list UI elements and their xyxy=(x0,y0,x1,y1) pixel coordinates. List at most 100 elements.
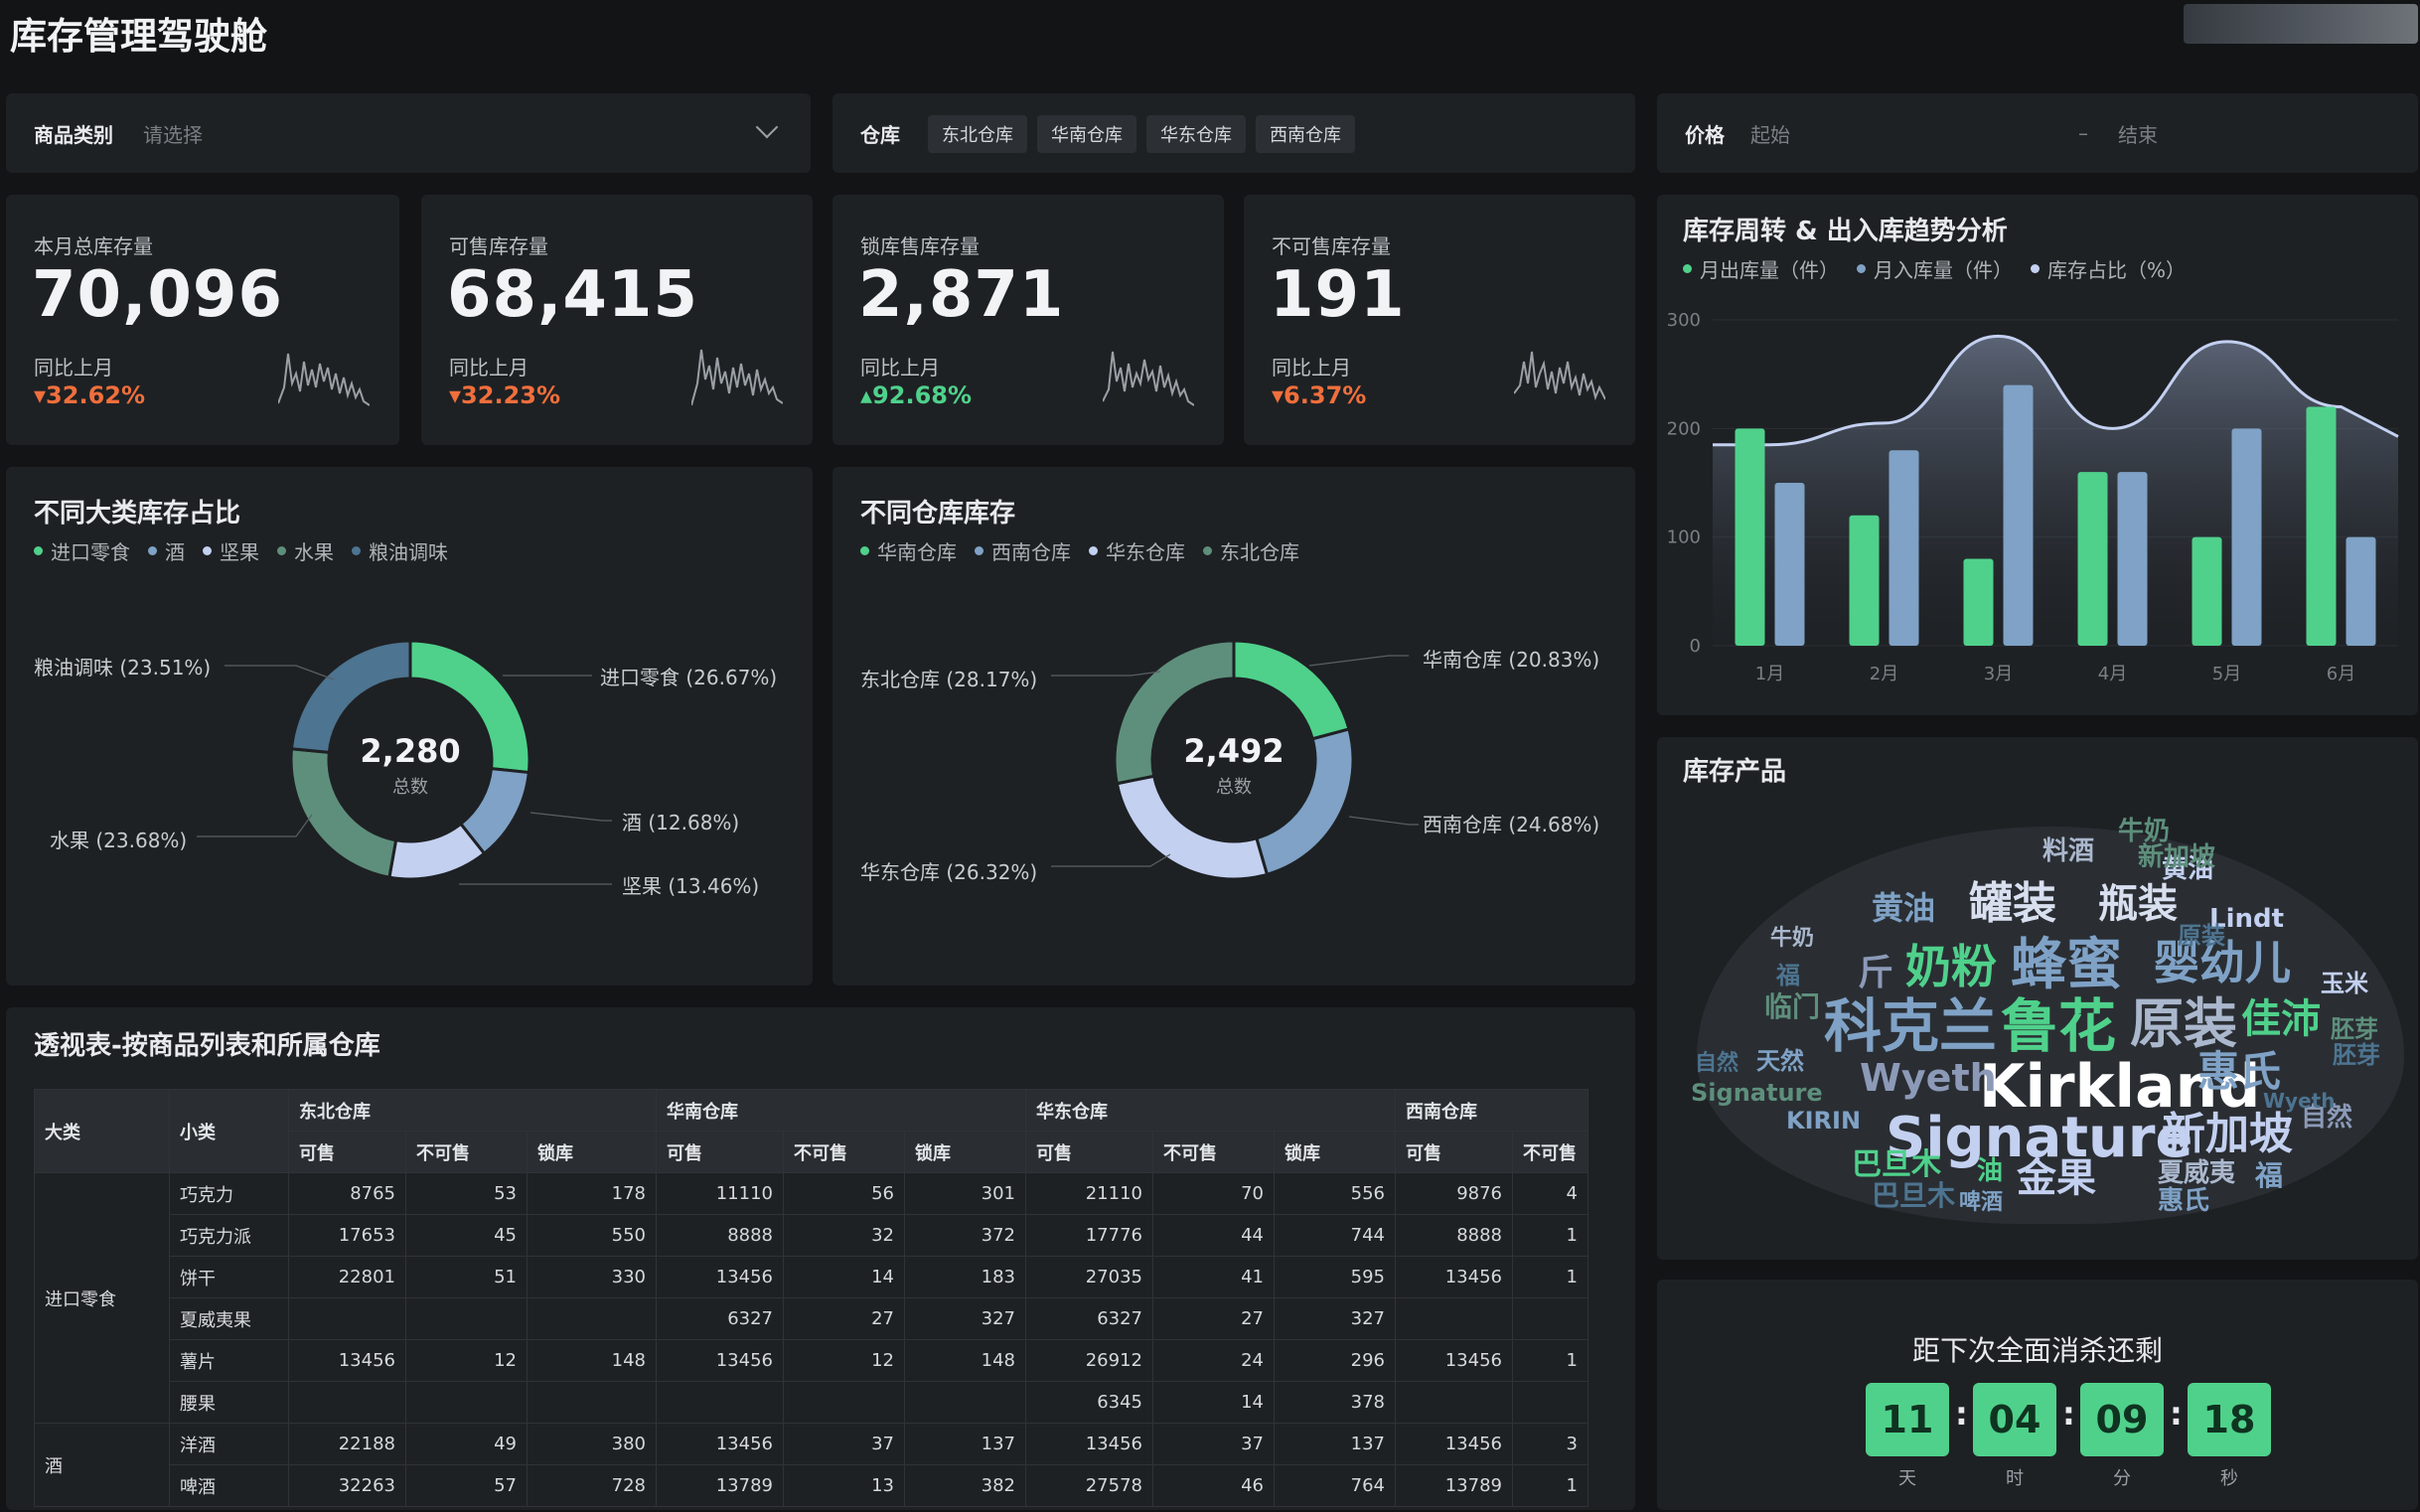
column-group-header[interactable]: 西南仓库 xyxy=(1395,1089,1588,1132)
donut-slice-4[interactable] xyxy=(1113,639,1236,786)
word[interactable]: 奶粉 xyxy=(1905,940,1997,993)
category-filter[interactable]: 商品类别 请选择 xyxy=(6,93,811,173)
word[interactable]: 新加坡 xyxy=(2138,842,2216,872)
bar-outbound[interactable] xyxy=(2306,406,2337,646)
word[interactable]: 科克兰 xyxy=(1824,992,1998,1060)
column-group-header[interactable]: 华东仓库 xyxy=(1025,1089,1396,1132)
table-row[interactable]: 巧克力派 17653 45 550 8888 32 372 17776 44 744 8888 1 xyxy=(35,1214,1588,1257)
bar-outbound[interactable] xyxy=(1735,428,1765,646)
bar-outbound[interactable] xyxy=(2192,536,2222,646)
legend-item[interactable]: 进口零食 xyxy=(34,536,130,565)
word[interactable]: 福 xyxy=(2255,1159,2284,1192)
bar-inbound[interactable] xyxy=(2117,472,2148,646)
word[interactable]: Wyeth xyxy=(2263,1089,2336,1113)
column-header[interactable]: 不可售 xyxy=(1152,1131,1275,1173)
column-header[interactable]: 可售 xyxy=(1395,1131,1513,1173)
legend-item[interactable]: 水果 xyxy=(277,536,334,565)
warehouse-tag[interactable]: 华南仓库 xyxy=(1037,115,1136,153)
table-row[interactable]: 腰果 6345 14 378 xyxy=(35,1381,1588,1424)
word[interactable]: 瓶装 xyxy=(2098,881,2178,927)
word[interactable]: 天然 xyxy=(1756,1047,1804,1075)
bar-outbound[interactable] xyxy=(1963,558,1994,646)
table-row[interactable]: 饼干 22801 51 330 13456 14 183 27035 41 595 13456 1 xyxy=(35,1256,1588,1298)
category-select-placeholder[interactable]: 请选择 xyxy=(143,122,203,147)
word[interactable]: 啤酒 xyxy=(1959,1190,2004,1215)
word[interactable]: 惠氏 xyxy=(2197,1047,2282,1096)
bar-inbound[interactable] xyxy=(1889,450,1919,646)
word[interactable]: 原装 xyxy=(2178,922,2225,950)
word[interactable]: 黄油 xyxy=(2162,854,2214,884)
bar-inbound[interactable] xyxy=(2003,384,2034,646)
legend-item[interactable]: 酒 xyxy=(148,536,185,565)
word[interactable]: 胚芽 xyxy=(2331,1015,2378,1043)
word[interactable]: 临门 xyxy=(1764,990,1821,1023)
column-header[interactable]: 不可售 xyxy=(405,1131,528,1173)
word[interactable]: KIRIN xyxy=(1786,1107,1862,1134)
bar-outbound[interactable] xyxy=(2077,472,2108,646)
donut-slice-1[interactable] xyxy=(1232,639,1351,741)
word[interactable]: 蜂蜜 xyxy=(2011,933,2122,997)
word[interactable]: 自然 xyxy=(1695,1051,1739,1076)
word[interactable]: 牛奶 xyxy=(2118,817,2171,846)
word[interactable]: 玉米 xyxy=(2321,970,2368,997)
word[interactable]: 新加坡 xyxy=(2162,1109,2293,1159)
legend-item[interactable]: 华东仓库 xyxy=(1089,536,1185,565)
legend-item[interactable]: 月出库量（件） xyxy=(1683,254,1839,283)
column-header[interactable]: 锁库 xyxy=(904,1131,1026,1173)
word[interactable]: 鲁花 xyxy=(2001,992,2117,1060)
word[interactable]: 巴旦木 xyxy=(1852,1147,1941,1182)
word[interactable]: Kirkland xyxy=(1979,1052,2261,1122)
legend-item[interactable]: 库存占比（%） xyxy=(2031,254,2186,283)
word[interactable]: 罐装 xyxy=(1969,878,2056,929)
word[interactable]: Wyeth xyxy=(1860,1056,1997,1100)
trend-chart[interactable]: 0 100 200 300 1月 2月 3月 4月 5月 6月 xyxy=(1657,195,2418,715)
word[interactable]: 黄油 xyxy=(1872,889,1936,927)
word[interactable]: 牛奶 xyxy=(1770,926,1815,951)
table-row[interactable]: 酒洋酒 22188 49 380 13456 37 137 13456 37 137 13456 3 xyxy=(34,1423,1588,1507)
bar-inbound[interactable] xyxy=(1774,483,1805,646)
column-header[interactable]: 锁库 xyxy=(527,1131,657,1173)
word[interactable]: 斤 xyxy=(1858,953,1894,993)
legend-item[interactable]: 华南仓库 xyxy=(860,536,957,565)
legend-item[interactable]: 东北仓库 xyxy=(1203,536,1299,565)
column-header[interactable]: 不可售 xyxy=(1512,1131,1588,1173)
warehouse-donut-chart[interactable]: 2,492 总数 xyxy=(832,467,1635,985)
word[interactable]: 巴旦木 xyxy=(1872,1179,1956,1212)
word[interactable]: Signature xyxy=(1691,1079,1823,1107)
price-start-input[interactable]: 起始 xyxy=(1750,122,1790,147)
table-row[interactable]: 夏威夷果 6327 27 327 6327 27 327 xyxy=(35,1297,1588,1340)
column-header[interactable]: 可售 xyxy=(288,1131,406,1173)
table-row[interactable]: 啤酒 32263 57 728 13789 13 382 27578 46 764 13789 1 xyxy=(35,1464,1588,1507)
bar-outbound[interactable] xyxy=(1849,515,1880,646)
legend-item[interactable]: 月入库量（件） xyxy=(1857,254,2013,283)
legend-item[interactable]: 西南仓库 xyxy=(975,536,1071,565)
word[interactable]: 胚芽 xyxy=(2333,1041,2380,1069)
word[interactable]: 金果 xyxy=(2017,1155,2096,1201)
column-header[interactable]: 可售 xyxy=(656,1131,784,1173)
warehouse-tag[interactable]: 西南仓库 xyxy=(1256,115,1355,153)
warehouse-tag[interactable]: 东北仓库 xyxy=(928,115,1027,153)
column-header[interactable]: 小类 xyxy=(169,1089,289,1173)
table-row[interactable]: 薯片 13456 12 148 13456 12 148 26912 24 296 13456 1 xyxy=(35,1339,1588,1382)
category-donut-chart[interactable]: 2,280 总数 xyxy=(6,467,813,985)
table-row[interactable]: 进口零食 巧克力 8765 53 178 11110 56 301 21110 70 556 9876… xyxy=(34,1172,1588,1424)
word[interactable]: 原装 xyxy=(2130,992,2237,1055)
bar-inbound[interactable] xyxy=(2231,428,2262,646)
warehouse-tag[interactable]: 华东仓库 xyxy=(1146,115,1246,153)
legend-item[interactable]: 坚果 xyxy=(203,536,259,565)
chevron-down-icon[interactable] xyxy=(755,115,779,139)
legend-item[interactable]: 粮油调味 xyxy=(352,536,448,565)
word[interactable]: 料酒 xyxy=(2042,836,2095,866)
word[interactable]: 油 xyxy=(1977,1156,2004,1186)
area-line[interactable] xyxy=(1713,334,2399,447)
word[interactable]: 婴幼儿 xyxy=(2154,936,2291,989)
column-header[interactable]: 不可售 xyxy=(783,1131,905,1173)
word[interactable]: 福 xyxy=(1776,962,1800,989)
column-header[interactable]: 大类 xyxy=(34,1089,170,1173)
column-header[interactable]: 可售 xyxy=(1025,1131,1153,1173)
donut-slice-5[interactable] xyxy=(289,639,412,754)
word[interactable]: 惠氏 xyxy=(2158,1186,2210,1216)
bar-inbound[interactable] xyxy=(2345,536,2376,646)
column-header[interactable]: 锁库 xyxy=(1274,1131,1396,1173)
word[interactable]: 夏威夷 xyxy=(2158,1158,2236,1188)
